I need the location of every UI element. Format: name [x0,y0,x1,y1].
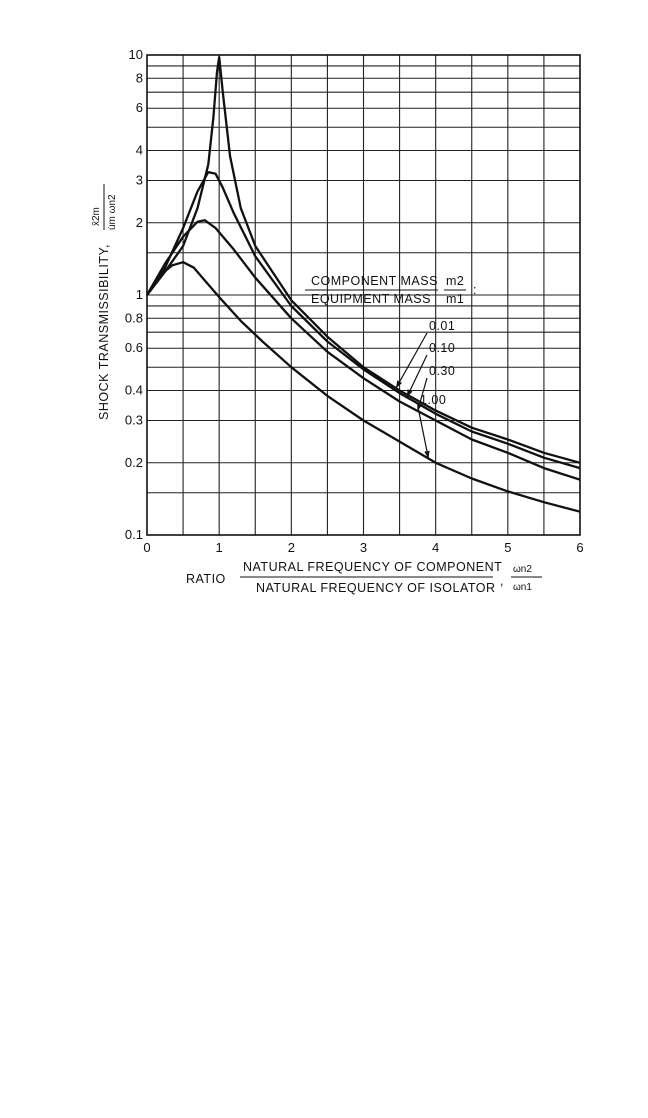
y-tick-label: 8 [136,70,143,85]
y-tick-labels: 0.1 0.2 0.3 0.4 0.6 0.8 1 2 3 4 6 8 10 [125,47,143,542]
series-lines [146,55,581,513]
y-tick-label: 0.2 [125,455,143,470]
legend-label-0-10: 0.10 [429,341,455,355]
x-axis-label-group: RATIO NATURAL FREQUENCY OF COMPONENT NAT… [186,560,542,595]
legend-label-0-30: 0.30 [429,364,455,378]
x-axis-label-comma: , [500,574,504,588]
y-tick-label: 0.3 [125,412,143,427]
x-axis-symbol-numerator: ωn2 [513,564,532,575]
series-line-0-10 [146,170,581,470]
y-tick-label: 1 [136,287,143,302]
y-tick-label: 0.6 [125,340,143,355]
y-tick-label: 0.1 [125,527,143,542]
y-tick-label: 3 [136,172,143,187]
legend-colon: : [473,283,477,297]
legend-arrowhead [424,450,430,459]
legend-title-numerator: COMPONENT MASS [311,274,438,288]
legend-arrowhead [395,380,403,389]
y-tick-label: 0.4 [125,383,143,398]
x-tick-label: 4 [432,540,439,555]
y-tick-label: 4 [136,143,143,158]
x-tick-label: 2 [288,540,295,555]
legend-leader-line [395,332,428,389]
x-tick-label: 5 [504,540,511,555]
y-axis-symbol-denominator: u̇m ωn2 [107,194,118,230]
legend-arrowhead [406,389,413,398]
legend-symbol-denominator: m1 [446,292,464,306]
x-tick-label: 3 [360,540,367,555]
series-line-0-30 [146,219,581,481]
series-line-1-00 [146,261,581,513]
series-line-0-01 [146,55,581,464]
y-axis-label-comma: , [97,244,111,248]
y-tick-label: 6 [136,100,143,115]
legend-label-0-01: 0.01 [429,319,455,333]
x-axis-symbol-denominator: ωn1 [513,582,532,593]
legend-label-1-00: 1.00 [420,393,446,407]
x-tick-labels: 0 1 2 3 4 5 6 [143,540,583,555]
x-tick-label: 1 [216,540,223,555]
legend-title-denominator: EQUIPMENT MASS [311,292,431,306]
legend-leader-line [417,406,430,459]
y-axis-label: SHOCK TRANSMISSIBILITY [97,247,111,420]
y-axis-label-group: SHOCK TRANSMISSIBILITY , x̄2m u̇m ωn2 [91,184,118,420]
legend: COMPONENT MASS EQUIPMENT MASS m2 m1 : 0.… [305,274,477,459]
x-axis-label-prefix: RATIO [186,572,226,586]
y-tick-label: 10 [129,47,143,62]
x-tick-label: 0 [143,540,150,555]
x-axis-label-denominator: NATURAL FREQUENCY OF ISOLATOR [256,581,496,595]
legend-symbol-numerator: m2 [446,274,464,288]
y-tick-label: 0.8 [125,310,143,325]
x-axis-label-numerator: NATURAL FREQUENCY OF COMPONENT [243,560,502,574]
y-axis-symbol-numerator: x̄2m [91,207,102,226]
y-tick-label: 2 [136,215,143,230]
legend-leader-line [406,354,428,398]
x-tick-label: 6 [576,540,583,555]
